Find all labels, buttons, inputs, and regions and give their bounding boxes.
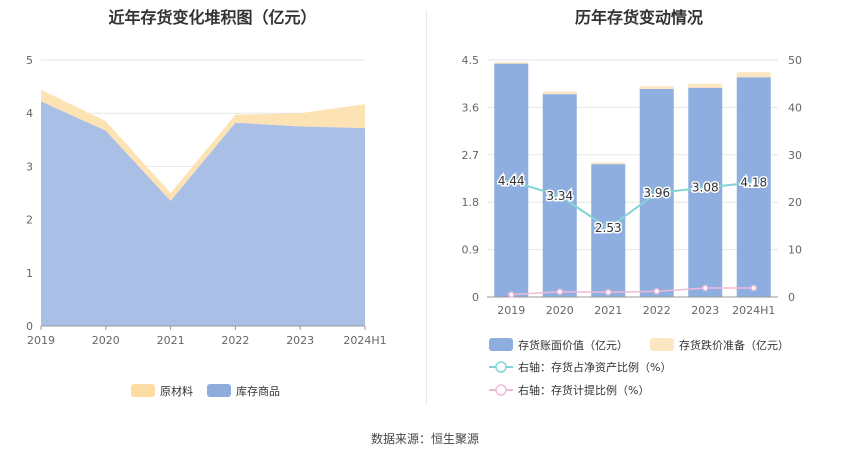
bar-impairment-provision	[591, 162, 626, 165]
right-left-y-tick-label: 2.7	[462, 149, 480, 162]
bar-impairment-provision	[542, 91, 577, 95]
left-x-tick-label: 2024H1	[343, 334, 386, 347]
right-chart-canvas: 0 0.9 1.8 2.7 3.6 4.5 0 10 20 30 40 50 2019 2020 2021 2…	[462, 54, 803, 397]
left-y-tick-label: 3	[26, 160, 33, 173]
net-asset-ratio-data-label: 3.08	[692, 181, 719, 195]
left-y-tick-label: 4	[26, 107, 33, 120]
data-source-footer: 数据来源：恒生聚源	[370, 432, 479, 446]
panel-divider	[426, 10, 427, 405]
left-y-tick-label: 5	[26, 54, 33, 67]
left-chart-canvas: 0 1 2 3 4 5 2019 2020 2021 2022 2023 2024H1 原材料 库存商品	[26, 54, 387, 398]
right-legend-swatch-provision	[650, 338, 674, 351]
left-legend-label: 原材料	[160, 384, 193, 398]
area-raw-materials	[41, 89, 365, 201]
left-legend-swatch	[131, 384, 155, 397]
right-legend-label-provision-ratio: 右轴：存货计提比例（%）	[518, 383, 649, 397]
right-legend-label-book: 存货账面价值（亿元）	[518, 338, 628, 352]
left-x-tick-label: 2022	[221, 334, 249, 347]
right-legend-marker-provision-ratio	[495, 384, 507, 396]
left-legend-label: 库存商品	[236, 384, 280, 398]
net-asset-ratio-data-label: 3.34	[546, 189, 573, 203]
bar-impairment-provision	[639, 86, 674, 89]
right-right-y-tick-label: 50	[788, 54, 802, 67]
right-x-tick-label: 2023	[691, 304, 719, 317]
provision-ratio-point	[702, 284, 709, 292]
net-asset-ratio-point	[701, 183, 709, 192]
line-inventory-net-asset-ratio	[510, 180, 754, 230]
bar-impairment-provision	[688, 83, 723, 88]
bar-book-value	[688, 87, 723, 297]
bar-impairment-provision	[494, 62, 529, 64]
inventory-stacked-area-panel: 近年存货变化堆积图（亿元） 0 1 2 3 4 5 2019 2020 2021 2022 2023…	[0, 0, 425, 420]
provision-ratio-point	[750, 284, 757, 292]
left-y-tick-label: 1	[26, 267, 33, 280]
provision-ratio-point	[653, 288, 660, 295]
left-y-tick-label: 2	[26, 214, 33, 227]
bar-book-value	[736, 77, 771, 297]
right-x-tick-label: 2020	[546, 304, 574, 317]
right-x-tick-label: 2024H1	[732, 304, 775, 317]
right-x-tick-label: 2019	[497, 304, 525, 317]
left-chart-title: 近年存货变化堆积图（亿元）	[108, 8, 317, 27]
right-right-y-tick-label: 20	[788, 196, 802, 209]
left-legend-swatch	[207, 384, 231, 397]
right-left-y-tick-label: 3.6	[462, 101, 480, 114]
right-left-y-tick-label: 4.5	[462, 54, 480, 67]
net-asset-ratio-point	[653, 189, 661, 197]
right-legend-label-provision: 存货跌价准备（亿元）	[679, 338, 789, 352]
net-asset-ratio-data-label: 4.18	[740, 175, 767, 189]
right-left-y-tick-label: 0.9	[462, 244, 480, 257]
net-asset-ratio-data-label: 3.96	[643, 186, 670, 200]
left-y-tick-label: 0	[26, 320, 33, 333]
net-asset-ratio-point	[750, 178, 758, 187]
right-right-y-tick-label: 0	[788, 291, 795, 304]
net-asset-ratio-data-label: 2.53	[595, 221, 622, 235]
right-chart-title: 历年存货变动情况	[574, 8, 703, 27]
net-asset-ratio-data-label: 4.44	[498, 174, 525, 188]
right-legend-marker-net-asset	[495, 361, 507, 373]
net-asset-ratio-point	[604, 224, 612, 232]
right-right-y-tick-label: 30	[788, 149, 802, 162]
bar-impairment-provision	[736, 72, 771, 78]
area-finished-goods	[41, 101, 365, 326]
left-x-tick-label: 2023	[286, 334, 314, 347]
net-asset-ratio-point	[556, 192, 564, 200]
right-legend-swatch-book	[489, 338, 513, 351]
right-x-tick-label: 2021	[594, 304, 622, 317]
left-x-tick-label: 2020	[92, 334, 120, 347]
right-right-y-tick-label: 10	[788, 244, 802, 257]
right-legend-label-net-asset: 右轴：存货占净资产比例（%）	[518, 360, 671, 374]
provision-ratio-point	[556, 288, 563, 296]
right-left-y-tick-label: 0	[472, 291, 479, 304]
net-asset-ratio-point	[507, 177, 515, 185]
provision-ratio-point	[605, 289, 612, 296]
provision-ratio-point	[508, 291, 515, 298]
left-x-tick-label: 2021	[157, 334, 185, 347]
inventory-change-bar-panel: 历年存货变动情况 0 0.9 1.8 2.7 3.6 4.5 0 10 20 30 40 50 2019…	[428, 0, 850, 420]
right-x-tick-label: 2022	[643, 304, 671, 317]
right-left-y-tick-label: 1.8	[462, 196, 480, 209]
line-provision-ratio	[511, 287, 754, 296]
left-x-tick-label: 2019	[27, 334, 55, 347]
right-right-y-tick-label: 40	[788, 101, 802, 114]
